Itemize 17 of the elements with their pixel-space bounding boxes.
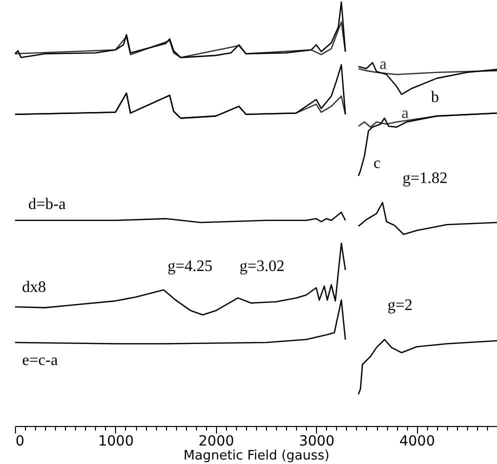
x-tick-label: 4000 [399, 434, 435, 450]
series-label: b [431, 89, 439, 106]
annotation: g=2 [387, 297, 413, 314]
x-tick-label: 2000 [198, 434, 234, 450]
series-label: e=c-a [22, 352, 58, 369]
series-label: a [379, 56, 387, 73]
series-label: c [373, 155, 381, 172]
x-tick-label: 1000 [98, 434, 134, 450]
series-label: a [401, 105, 409, 122]
annotation: g=1.82 [402, 170, 448, 187]
series-label: d=b-a [28, 196, 66, 213]
x-axis-title: Magnetic Field (gauss) [184, 448, 330, 464]
annotation: g=3.02 [239, 258, 285, 275]
annotation: g=4.25 [167, 258, 213, 275]
x-tick-label: 3000 [298, 434, 335, 450]
x-tick-label: 0 [16, 434, 24, 450]
series-label: dx8 [22, 279, 46, 296]
